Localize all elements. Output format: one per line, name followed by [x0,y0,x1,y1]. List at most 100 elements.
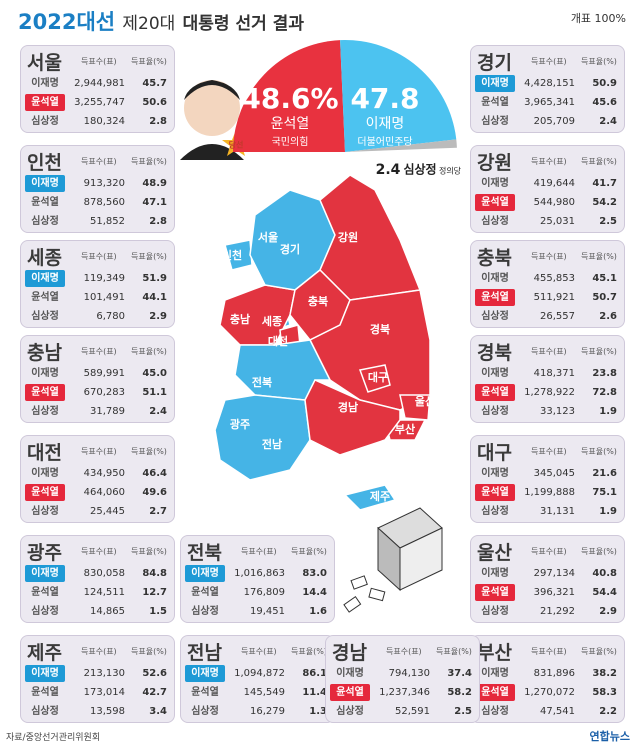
candidate-name: 윤석열 [475,194,515,211]
vote-count: 21,292 [540,606,575,617]
region-name: 세종 [27,247,62,269]
result-row: 심상정 180,324 2.8 [25,113,171,130]
region-box: 제주 득표수(표) 득표율(%) 이재명 213,130 52.6 윤석열 173,014 42… [20,635,175,723]
region-name: 경기 [477,52,512,74]
column-header: 득표율(%) [131,252,167,261]
column-header: 득표수(표) [81,157,117,166]
region-box: 울산 득표수(표) 득표율(%) 이재명 297,134 40.8 윤석열 396,321 54… [470,535,625,623]
result-row: 윤석열 173,014 42.7 [25,684,171,701]
summary-candidate: 윤석열 [271,116,310,132]
candidate-name: 윤석열 [475,384,515,401]
region-name: 충남 [27,342,62,364]
candidate-name: 심상정 [481,606,509,617]
column-header: 득표수(표) [531,547,567,556]
column-header: 득표율(%) [131,347,167,356]
result-row: 심상정 6,780 2.9 [25,308,171,325]
vote-share: 83.0 [302,568,327,579]
vote-share: 2.7 [149,506,167,517]
candidate-name: 윤석열 [475,289,515,306]
vote-share: 1.9 [599,506,617,517]
vote-count: 1,237,346 [379,687,430,698]
result-row: 윤석열 101,491 44.1 [25,289,171,306]
summary-value: 48.6% [241,82,338,115]
region-box: 경기 득표수(표) 득표율(%) 이재명 4,428,151 50.9 윤석열 3,965,3… [470,45,625,133]
progress: 개표 100% [570,12,626,25]
summary-party: 국민의힘 [272,136,309,148]
result-row: 윤석열 396,321 54.4 [475,584,621,601]
region-name: 경북 [477,342,512,364]
candidate-name: 심상정 [481,311,509,322]
subtitle: 제20대 [122,14,176,34]
vote-count: 831,896 [533,668,575,679]
vote-count: 47,541 [540,706,575,717]
candidate-name: 이재명 [185,665,225,682]
vote-share: 2.9 [149,311,167,322]
vote-count: 14,865 [90,606,125,617]
result-row: 심상정 19,451 1.6 [185,603,331,620]
vote-count: 13,598 [90,706,125,717]
result-row: 윤석열 878,560 47.1 [25,194,171,211]
vote-share: 50.9 [592,78,617,89]
vote-count: 2,944,981 [74,78,125,89]
result-row: 심상정 26,557 2.6 [475,308,621,325]
result-row: 이재명 434,950 46.4 [25,465,171,482]
summary-party: 정의당 [439,166,462,176]
region-name: 대전 [27,442,62,464]
vote-count: 297,134 [533,568,575,579]
vote-share: 1.3 [309,706,327,717]
vote-count: 31,789 [90,406,125,417]
candidate-name: 이재명 [25,175,65,192]
vote-count: 878,560 [83,197,125,208]
column-header: 득표율(%) [131,157,167,166]
result-row: 심상정 31,789 2.4 [25,403,171,420]
vote-share: 1.9 [599,406,617,417]
candidate-name: 심상정 [336,706,364,717]
result-row: 윤석열 511,921 50.7 [475,289,621,306]
result-row: 이재명 4,428,151 50.9 [475,75,621,92]
candidate-name: 심상정 [31,216,59,227]
candidate-name: 윤석열 [31,587,59,598]
region-box: 경북 득표수(표) 득표율(%) 이재명 418,371 23.8 윤석열 1,278,922… [470,335,625,423]
region-box: 전북 득표수(표) 득표율(%) 이재명 1,016,863 83.0 윤석열 176,809… [180,535,335,623]
summary-candidate: 이재명 [366,116,405,132]
result-row: 이재명 119,349 51.9 [25,270,171,287]
candidate-name: 이재명 [336,668,364,679]
candidate-name: 윤석열 [475,684,515,701]
vote-share: 54.4 [592,587,617,598]
result-row: 이재명 345,045 21.6 [475,465,621,482]
vote-share: 41.7 [592,178,617,189]
candidate-name: 심상정 [481,506,509,517]
column-header: 득표율(%) [581,157,617,166]
vote-count: 16,279 [250,706,285,717]
map-label: 충남 [230,312,250,326]
map-region [214,394,311,481]
region-box: 경남 득표수(표) 득표율(%) 이재명 794,130 37.4 윤석열 1,237,346… [325,635,480,723]
region-name: 충북 [477,247,512,269]
result-row: 윤석열 670,283 51.1 [25,384,171,401]
vote-share: 2.5 [454,706,472,717]
vote-share: 47.1 [142,197,167,208]
result-row: 윤석열 544,980 54.2 [475,194,621,211]
summary-slice [340,40,457,152]
result-row: 심상정 51,852 2.8 [25,213,171,230]
vote-count: 3,965,341 [524,97,575,108]
result-row: 윤석열 1,237,346 58.2 [330,684,476,701]
portrait [184,80,240,136]
vote-share: 58.3 [592,687,617,698]
result-row: 심상정 14,865 1.5 [25,603,171,620]
map-label: 부산 [395,422,415,436]
column-header: 득표율(%) [581,647,617,656]
vote-share: 2.8 [149,216,167,227]
result-row: 윤석열 145,549 11.4 [185,684,331,701]
column-header: 득표수(표) [531,252,567,261]
portrait-suit [180,144,244,160]
vote-share: 50.7 [592,292,617,303]
map-label: 제주 [370,489,390,503]
candidate-name: 윤석열 [191,687,219,698]
candidate-name: 이재명 [481,273,509,284]
title: 2022대선 제20대 대통령 선거 결과 [18,6,304,36]
vote-share: 2.5 [599,216,617,227]
vote-share: 2.2 [599,706,617,717]
vote-share: 11.4 [302,687,327,698]
